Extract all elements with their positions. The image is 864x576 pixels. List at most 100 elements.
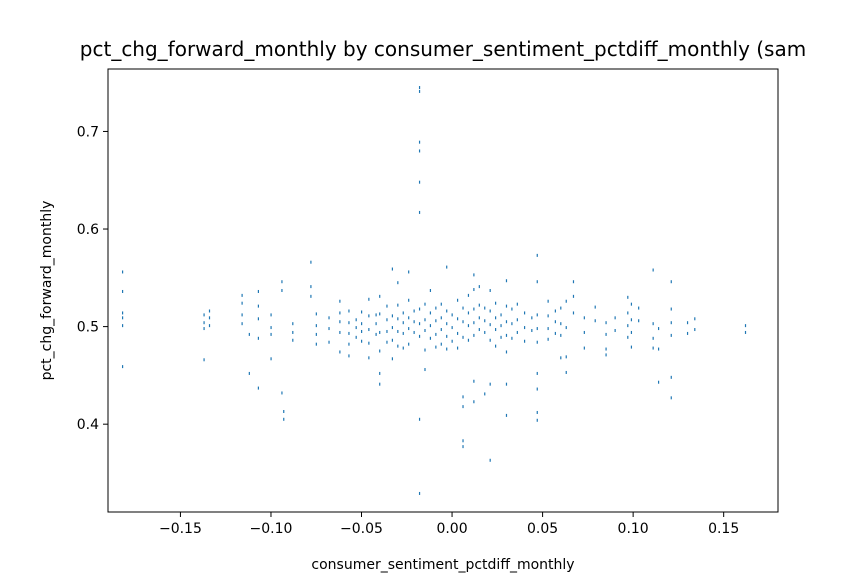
data-point: [355, 318, 357, 322]
data-point: [686, 321, 689, 325]
data-point: [505, 382, 508, 386]
data-point: [583, 346, 585, 350]
data-point: [413, 330, 415, 334]
data-point: [375, 313, 377, 317]
data-point: [686, 331, 689, 335]
data-point: [241, 293, 243, 297]
data-point: [565, 370, 567, 374]
data-point: [391, 267, 393, 271]
data-point: [348, 309, 350, 313]
data-point: [310, 294, 312, 298]
data-point: [379, 294, 381, 298]
data-point: [121, 289, 124, 293]
data-point: [547, 314, 549, 318]
data-point: [451, 313, 453, 317]
data-point: [348, 354, 350, 358]
data-point: [505, 350, 508, 354]
data-point: [495, 316, 497, 320]
data-point: [292, 330, 294, 334]
data-point: [397, 344, 399, 348]
data-point: [744, 330, 747, 334]
data-point: [484, 319, 486, 323]
data-point: [328, 340, 330, 344]
data-point: [505, 333, 508, 337]
data-point: [473, 273, 475, 277]
data-point: [121, 270, 124, 274]
data-point: [605, 353, 607, 357]
data-point: [505, 320, 508, 324]
data-point: [605, 321, 607, 325]
data-point: [339, 311, 341, 315]
data-point: [402, 331, 404, 335]
data-point: [536, 280, 538, 284]
data-point: [456, 346, 459, 350]
data-point: [361, 339, 363, 343]
data-point: [361, 329, 363, 333]
data-point: [203, 358, 205, 362]
data-point: [386, 318, 388, 322]
data-point: [489, 323, 491, 327]
data-point: [121, 365, 124, 369]
data-point: [328, 316, 330, 320]
data-point: [670, 280, 672, 284]
data-point: [121, 311, 124, 315]
data-point: [473, 400, 475, 404]
data-point: [281, 280, 283, 284]
data-point: [368, 297, 370, 301]
data-point: [462, 445, 464, 449]
data-point: [408, 316, 410, 320]
data-point: [368, 356, 370, 360]
data-point: [536, 253, 538, 257]
data-point: [257, 304, 259, 308]
data-point: [484, 330, 486, 334]
data-point: [489, 458, 491, 462]
data-point: [638, 319, 640, 323]
data-point: [446, 309, 448, 313]
data-point: [348, 342, 350, 346]
x-tick-label: 0.10: [618, 521, 649, 537]
data-point: [484, 306, 486, 310]
data-point: [630, 302, 633, 306]
data-point: [652, 336, 654, 340]
data-point: [670, 375, 672, 379]
data-point: [467, 293, 470, 297]
data-point: [565, 299, 567, 303]
data-point: [652, 322, 654, 326]
data-point: [627, 295, 629, 299]
y-axis-ticks: 0.4 0.5 0.6 0.7: [77, 124, 108, 433]
data-point: [257, 386, 259, 390]
data-point: [451, 326, 453, 330]
data-point: [565, 355, 567, 359]
y-tick-label: 0.5: [77, 320, 99, 336]
data-point: [547, 299, 549, 303]
data-point: [397, 329, 399, 333]
data-point: [241, 322, 243, 326]
data-point: [446, 347, 448, 351]
data-point: [657, 347, 660, 351]
data-point: [375, 332, 377, 336]
data-point: [554, 331, 556, 335]
x-tick-label: 0.05: [527, 521, 558, 537]
x-axis-label: consumer_sentiment_pctdiff_monthly: [311, 557, 574, 573]
data-point: [451, 339, 453, 343]
data-point: [440, 342, 442, 346]
data-point: [339, 350, 341, 354]
data-point: [462, 395, 464, 399]
data-point: [418, 149, 421, 153]
data-point: [310, 285, 312, 289]
data-point: [270, 326, 272, 330]
data-point: [744, 324, 747, 328]
data-point: [283, 417, 285, 421]
data-point: [379, 330, 381, 334]
data-point: [348, 331, 350, 335]
data-point: [605, 332, 607, 336]
data-point: [500, 324, 502, 328]
data-point: [283, 410, 285, 413]
data-point: [462, 405, 464, 409]
data-point: [583, 330, 585, 334]
data-point: [375, 322, 377, 326]
data-point: [386, 329, 388, 333]
data-point: [257, 289, 259, 293]
